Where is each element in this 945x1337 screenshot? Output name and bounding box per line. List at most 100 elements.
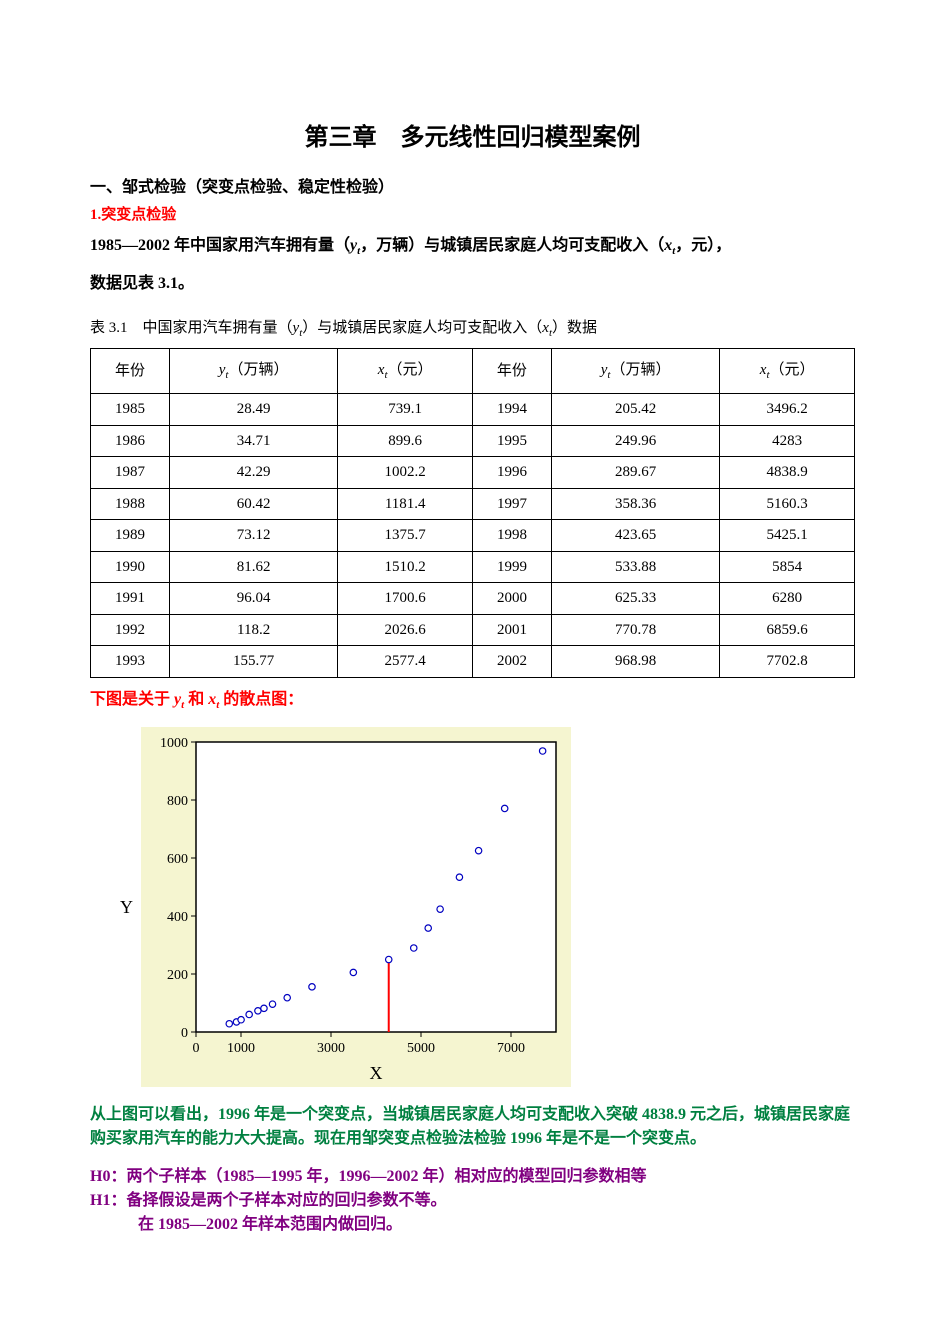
th-xt-1: xt（元） (338, 348, 473, 394)
data-table: 年份 yt（万辆） xt（元） 年份 yt（万辆） xt（元） 198528.4… (90, 348, 855, 678)
table-row: 198742.291002.21996289.674838.9 (91, 457, 855, 489)
scatter-plot-container: Y 0200400600800100001000300050007000X (120, 727, 855, 1087)
th-year-2: 年份 (472, 348, 551, 394)
section-1-heading: 一、邹式检验（突变点检验、稳定性检验） (90, 176, 855, 200)
table-cell: 1988 (91, 488, 170, 520)
th-yt-1: yt（万辆） (169, 348, 337, 394)
table-cell: 2000 (472, 583, 551, 615)
table-header-row: 年份 yt（万辆） xt（元） 年份 yt（万辆） xt（元） (91, 348, 855, 394)
table-cell: 625.33 (551, 583, 719, 615)
table-cell: 1989 (91, 520, 170, 552)
svg-text:1000: 1000 (160, 736, 188, 751)
table-cell: 423.65 (551, 520, 719, 552)
tcap-3: ）数据 (552, 320, 597, 336)
table-cell: 2577.4 (338, 646, 473, 678)
table-cell: 739.1 (338, 394, 473, 426)
table-cell: 1996 (472, 457, 551, 489)
table-cell: 533.88 (551, 551, 719, 583)
th-yt-unit: （万辆） (228, 362, 288, 378)
svg-text:600: 600 (167, 852, 188, 867)
table-row: 199196.041700.62000625.336280 (91, 583, 855, 615)
hypothesis-h1: H1：备择假设是两个子样本对应的回归参数不等。 (90, 1189, 855, 1213)
th-yt-unit2: （万辆） (610, 362, 670, 378)
svg-text:5000: 5000 (407, 1041, 435, 1056)
table-cell: 358.36 (551, 488, 719, 520)
svg-text:200: 200 (167, 968, 188, 983)
svg-text:0: 0 (193, 1041, 200, 1056)
table-row: 198528.49739.11994205.423496.2 (91, 394, 855, 426)
svg-text:7000: 7000 (497, 1041, 525, 1056)
table-cell: 34.71 (169, 425, 337, 457)
table-cell: 968.98 (551, 646, 719, 678)
intro-text-1: 1985—2002 年中国家用汽车拥有量（ (90, 237, 350, 254)
svg-text:X: X (370, 1063, 383, 1083)
subsection-text: 1.突变点检验 (90, 207, 176, 223)
table-cell: 1986 (91, 425, 170, 457)
table-cell: 155.77 (169, 646, 337, 678)
th-yt-2: yt（万辆） (551, 348, 719, 394)
fc-1: 下图是关于 (90, 691, 174, 708)
fc-2: 和 (184, 691, 208, 708)
table-row: 1992118.22026.62001770.786859.6 (91, 614, 855, 646)
table-cell: 5425.1 (720, 520, 855, 552)
hypothesis-h1b: 在 1985—2002 年样本范围内做回归。 (90, 1213, 855, 1237)
svg-text:400: 400 (167, 910, 188, 925)
scatter-plot: 0200400600800100001000300050007000X (141, 727, 571, 1087)
figure-caption: 下图是关于 yt 和 xt 的散点图： (90, 688, 855, 714)
page-title: 第三章 多元线性回归模型案例 (90, 120, 855, 156)
table-cell: 2001 (472, 614, 551, 646)
table-cell: 42.29 (169, 457, 337, 489)
table-cell: 899.6 (338, 425, 473, 457)
table-row: 198634.71899.61995249.964283 (91, 425, 855, 457)
table-row: 1993155.772577.42002968.987702.8 (91, 646, 855, 678)
table-cell: 2026.6 (338, 614, 473, 646)
intro-paragraph: 1985—2002 年中国家用汽车拥有量（yt，万辆）与城镇居民家庭人均可支配收… (90, 227, 855, 304)
svg-text:0: 0 (181, 1026, 188, 1041)
table-cell: 1993 (91, 646, 170, 678)
table-cell: 1999 (472, 551, 551, 583)
th-year-1: 年份 (91, 348, 170, 394)
table-row: 198973.121375.71998423.655425.1 (91, 520, 855, 552)
table-cell: 60.42 (169, 488, 337, 520)
tcap-2: ）与城镇居民家庭人均可支配收入（ (302, 320, 542, 336)
svg-text:3000: 3000 (317, 1041, 345, 1056)
fc-x: x (208, 691, 216, 708)
table-cell: 1997 (472, 488, 551, 520)
table-cell: 1510.2 (338, 551, 473, 583)
th-xt-unit: （元） (388, 362, 433, 378)
table-cell: 1987 (91, 457, 170, 489)
table-cell: 5854 (720, 551, 855, 583)
table-cell: 249.96 (551, 425, 719, 457)
table-cell: 1991 (91, 583, 170, 615)
table-cell: 770.78 (551, 614, 719, 646)
table-cell: 1992 (91, 614, 170, 646)
table-cell: 118.2 (169, 614, 337, 646)
fc-3: 的散点图： (219, 691, 303, 708)
table-cell: 1181.4 (338, 488, 473, 520)
tcap-x: x (542, 320, 549, 336)
table-cell: 5160.3 (720, 488, 855, 520)
intro-text-2: ，万辆）与城镇居民家庭人均可支配收入（ (360, 237, 664, 254)
table-cell: 1985 (91, 394, 170, 426)
intro-text-3: ，元）， (675, 237, 731, 254)
table-cell: 6859.6 (720, 614, 855, 646)
table-cell: 4838.9 (720, 457, 855, 489)
table-cell: 1700.6 (338, 583, 473, 615)
var-x: x (664, 237, 672, 254)
table-cell: 205.42 (551, 394, 719, 426)
table-cell: 1995 (472, 425, 551, 457)
table-cell: 1998 (472, 520, 551, 552)
svg-text:1000: 1000 (227, 1041, 255, 1056)
table-body: 198528.49739.11994205.423496.2198634.718… (91, 394, 855, 678)
table-cell: 4283 (720, 425, 855, 457)
th-xt-2: xt（元） (720, 348, 855, 394)
table-cell: 7702.8 (720, 646, 855, 678)
table-cell: 73.12 (169, 520, 337, 552)
conclusion-paragraph: 从上图可以看出，1996 年是一个突变点，当城镇居民家庭人均可支配收入突破 48… (90, 1103, 855, 1151)
table-cell: 1375.7 (338, 520, 473, 552)
intro-text-4: 数据见表 3.1。 (90, 275, 194, 292)
table-cell: 81.62 (169, 551, 337, 583)
th-xt-unit2: （元） (770, 362, 815, 378)
table-cell: 1990 (91, 551, 170, 583)
table-cell: 289.67 (551, 457, 719, 489)
